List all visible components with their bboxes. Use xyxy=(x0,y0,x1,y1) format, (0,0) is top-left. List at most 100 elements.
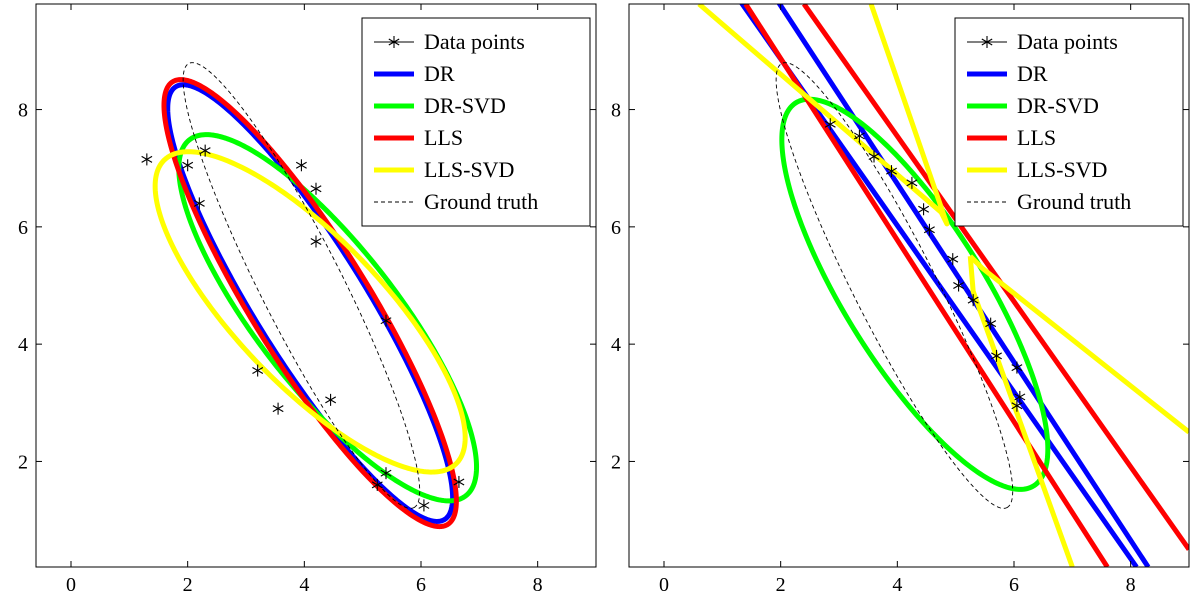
star-arm xyxy=(380,469,392,477)
series-lls-svd-branch-1 xyxy=(697,4,950,227)
y-tick-label: 6 xyxy=(611,217,621,239)
legend-label: Data points xyxy=(1017,29,1118,54)
data-point xyxy=(182,159,194,172)
star-arm xyxy=(923,226,935,234)
legend-label: Data points xyxy=(424,29,525,54)
star-arm xyxy=(272,405,284,413)
series-ground-truth-curve xyxy=(182,62,421,509)
data-point xyxy=(418,499,430,512)
data-point xyxy=(371,478,383,491)
legend-marker-data-points xyxy=(388,36,400,48)
star-arm xyxy=(252,367,264,375)
data-point xyxy=(906,176,918,189)
x-tick-label: 2 xyxy=(183,574,193,596)
legend-label: Ground truth xyxy=(424,189,538,214)
legend-box xyxy=(361,17,591,227)
y-tick-label: 2 xyxy=(18,451,28,473)
data-point xyxy=(1014,390,1026,403)
x-tick-label: 8 xyxy=(1126,574,1136,596)
star-arm xyxy=(824,120,836,128)
plot-area xyxy=(141,62,480,530)
plot-frame xyxy=(35,3,597,568)
data-point xyxy=(923,223,935,236)
x-tick-label: 0 xyxy=(66,574,76,596)
data-point xyxy=(918,203,930,216)
legend-label: LLS xyxy=(1017,125,1056,150)
star-arm xyxy=(991,352,1002,360)
legend-label: DR xyxy=(1017,61,1048,86)
x-tick-label: 8 xyxy=(533,574,543,596)
chart-panel-1: 0 2 4 6 8 2 4 6 8 Data points DR DR-SVD LLS LLS-SVD Gr… xyxy=(18,3,597,596)
data-point xyxy=(453,475,465,488)
star-arm xyxy=(967,296,979,304)
legend-label: DR-SVD xyxy=(1017,93,1099,118)
data-point xyxy=(272,402,284,415)
series-dr-line-2 xyxy=(776,4,1151,567)
x-tick-label: 0 xyxy=(659,574,669,596)
series-lls-svd-curve xyxy=(152,149,468,475)
star-arm xyxy=(453,478,465,486)
star-arm xyxy=(985,320,997,328)
data-point xyxy=(252,364,264,377)
data-point xyxy=(953,279,965,292)
star-arm xyxy=(906,179,918,187)
star-arm xyxy=(1014,393,1026,401)
series-lls-curve xyxy=(161,77,459,530)
x-tick-label: 2 xyxy=(776,574,786,596)
legend-label: LLS-SVD xyxy=(1017,157,1107,182)
y-tick-label: 8 xyxy=(611,100,621,122)
series-dr-curve xyxy=(165,82,456,524)
x-tick-label: 6 xyxy=(416,574,426,596)
data-point xyxy=(853,129,865,142)
series-dr-svd-curve xyxy=(779,96,1051,492)
data-point xyxy=(193,197,205,210)
y-tick-label: 6 xyxy=(18,217,28,239)
legend-label: Ground truth xyxy=(1017,189,1131,214)
star-arm xyxy=(868,153,880,160)
data-point xyxy=(310,182,322,195)
star-arm xyxy=(380,317,392,325)
data-point xyxy=(991,349,1002,362)
star-arm xyxy=(310,238,322,245)
data-point xyxy=(1011,361,1023,374)
y-tick-label: 8 xyxy=(18,100,28,122)
data-point xyxy=(141,153,153,166)
y-tick-label: 4 xyxy=(18,334,28,356)
data-point xyxy=(1011,399,1023,412)
data-point xyxy=(380,467,392,480)
data-point xyxy=(886,165,897,178)
star-arm xyxy=(310,185,322,193)
legend-label: LLS-SVD xyxy=(424,157,514,182)
chart-panel-2: 0 2 4 6 8 2 4 6 8 Data points DR DR-SVD LLS LLS-SVD Gr… xyxy=(611,3,1190,596)
legend: Data points DR DR-SVD LLS LLS-SVD Ground trut… xyxy=(954,17,1184,227)
data-point xyxy=(947,253,959,266)
x-tick-label: 4 xyxy=(892,574,902,596)
x-tick-label: 6 xyxy=(1009,574,1019,596)
star-arm xyxy=(388,38,400,46)
star-arm xyxy=(295,161,307,169)
star-arm xyxy=(141,155,153,163)
star-arm xyxy=(981,38,993,46)
series-ground-truth-curve xyxy=(775,62,1014,509)
data-point xyxy=(310,235,322,248)
star-arm xyxy=(953,282,965,289)
data-point xyxy=(325,393,337,406)
data-point xyxy=(985,317,997,330)
data-point xyxy=(199,144,211,157)
star-arm xyxy=(182,161,194,169)
star-arm xyxy=(1011,364,1023,372)
x-tick-label: 4 xyxy=(299,574,309,596)
series-lls-svd-branch-3 xyxy=(967,255,1075,567)
legend-label: LLS xyxy=(424,125,463,150)
star-arm xyxy=(853,132,865,140)
legend-label: DR-SVD xyxy=(424,93,506,118)
star-arm xyxy=(193,199,205,207)
star-arm xyxy=(325,396,337,404)
y-tick-label: 2 xyxy=(611,451,621,473)
data-point xyxy=(824,118,836,131)
data-point xyxy=(380,314,392,327)
star-arm xyxy=(371,481,383,489)
star-arm xyxy=(947,255,959,263)
star-arm xyxy=(918,205,930,213)
star-arm xyxy=(1011,402,1023,410)
